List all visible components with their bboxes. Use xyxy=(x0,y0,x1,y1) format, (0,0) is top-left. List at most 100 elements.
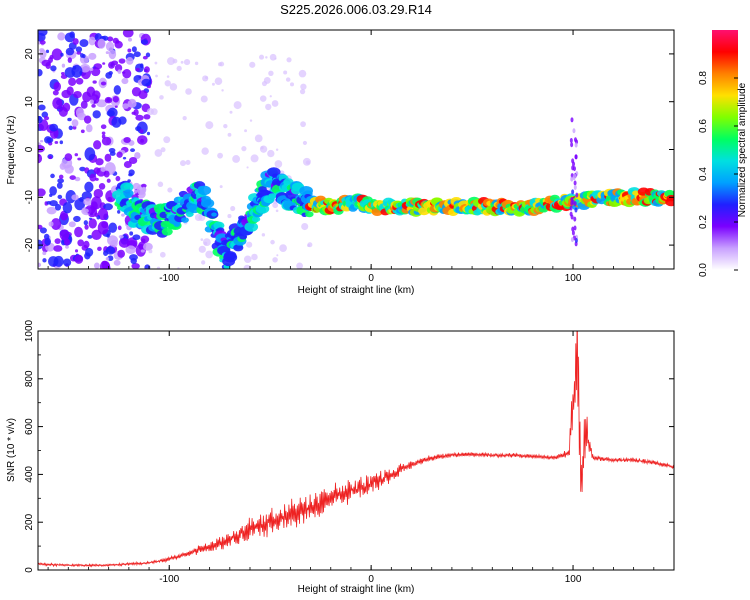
noise-blob xyxy=(68,125,73,131)
noise-blob xyxy=(298,69,307,78)
ridge-blob xyxy=(233,244,244,252)
noise-blob xyxy=(107,36,114,42)
noise-blob xyxy=(61,63,66,68)
noise-blob xyxy=(59,140,64,145)
noise-blob xyxy=(272,257,278,263)
noise-blob xyxy=(268,70,274,77)
noise-blob xyxy=(74,153,79,157)
y-tick-label: -20 xyxy=(24,237,35,252)
noise-blob xyxy=(285,77,291,82)
noise-blob xyxy=(154,149,163,157)
ridge-blob xyxy=(173,222,181,227)
noise-blob xyxy=(185,159,191,165)
noise-blob xyxy=(159,95,164,100)
spectrogram-y-axis-label: Frequency (Hz) xyxy=(6,116,17,185)
noise-blob xyxy=(100,81,107,86)
noise-blob xyxy=(58,174,64,180)
noise-blob xyxy=(38,116,43,124)
noise-blob xyxy=(104,153,112,162)
noise-blob xyxy=(259,95,267,102)
noise-blob xyxy=(128,173,133,177)
noise-blob xyxy=(135,114,144,121)
snr-series-line xyxy=(38,331,674,568)
noise-blob xyxy=(243,264,251,269)
noise-blob xyxy=(105,246,116,255)
noise-blob xyxy=(117,210,121,214)
ridge-blob xyxy=(244,221,259,232)
noise-blob xyxy=(74,226,83,238)
y-tick-label: 0 xyxy=(24,567,35,573)
ridge-blob xyxy=(572,128,576,134)
noise-blob xyxy=(142,55,148,60)
noise-blob xyxy=(140,249,145,253)
noise-blob xyxy=(159,251,166,258)
noise-blob xyxy=(95,158,104,166)
y-tick-label: 800 xyxy=(24,370,35,387)
noise-blob xyxy=(41,59,51,67)
ridge-blob xyxy=(200,198,215,208)
y-tick-label: 0 xyxy=(24,146,35,152)
noise-blob xyxy=(59,229,70,241)
spectrogram-x-axis-label: Height of straight line (km) xyxy=(298,285,415,296)
noise-blob xyxy=(90,201,98,211)
noise-blob xyxy=(107,196,113,202)
noise-blob xyxy=(142,242,153,251)
noise-blob xyxy=(105,72,113,79)
ridge-blob xyxy=(571,158,575,164)
noise-blob xyxy=(200,95,208,103)
noise-blob xyxy=(283,70,288,75)
noise-blob xyxy=(246,166,249,169)
noise-blob xyxy=(223,123,228,129)
noise-blob xyxy=(54,238,61,244)
noise-blob xyxy=(274,57,277,60)
noise-blob xyxy=(80,53,84,58)
noise-blob xyxy=(169,83,178,91)
noise-blob xyxy=(80,100,88,109)
ridge-blob xyxy=(125,183,132,188)
noise-blob xyxy=(254,134,263,143)
noise-blob xyxy=(94,212,99,217)
y-tick-label: 600 xyxy=(24,418,35,435)
colorbar-tick-label: 0.4 xyxy=(698,167,709,181)
noise-blob xyxy=(108,49,117,60)
colorbar-ticks: 0.0 0.2 0.4 0.6 0.8 xyxy=(698,71,738,277)
noise-blob xyxy=(194,213,203,222)
noise-blob xyxy=(179,160,186,167)
noise-blob xyxy=(227,214,232,219)
noise-blob xyxy=(73,215,81,223)
noise-blob xyxy=(166,75,170,78)
noise-blob xyxy=(269,95,272,98)
noise-blob xyxy=(51,48,63,61)
noise-blob xyxy=(127,37,133,42)
ridge-blob xyxy=(185,211,194,217)
snr-y-axis-label: SNR (10 * v/v) xyxy=(6,418,17,482)
noise-blob xyxy=(74,249,79,253)
noise-blob xyxy=(97,221,109,235)
x-tick-label: 0 xyxy=(368,273,374,284)
noise-blob xyxy=(65,245,69,249)
noise-blob xyxy=(105,257,110,261)
noise-blob xyxy=(146,108,154,116)
noise-blob xyxy=(49,193,53,197)
noise-blob xyxy=(183,58,191,66)
noise-blob xyxy=(202,238,211,247)
noise-blob xyxy=(113,85,122,95)
noise-blob xyxy=(302,157,311,166)
noise-blob xyxy=(289,82,295,87)
spectrogram-marks xyxy=(38,30,674,269)
colorbar-tick-label: 0.6 xyxy=(698,119,709,133)
ridge-blob xyxy=(575,192,579,198)
noise-blob xyxy=(125,245,136,254)
noise-blob xyxy=(131,46,137,53)
noise-blob xyxy=(83,198,93,206)
noise-blob xyxy=(128,156,138,165)
ridge-blob xyxy=(268,193,277,200)
noise-blob xyxy=(60,52,64,57)
noise-blob xyxy=(38,224,43,230)
noise-blob xyxy=(300,83,307,90)
noise-blob xyxy=(139,129,144,134)
noise-blob xyxy=(46,206,57,215)
noise-blob xyxy=(93,140,102,150)
colorbar-gradient xyxy=(712,30,738,270)
